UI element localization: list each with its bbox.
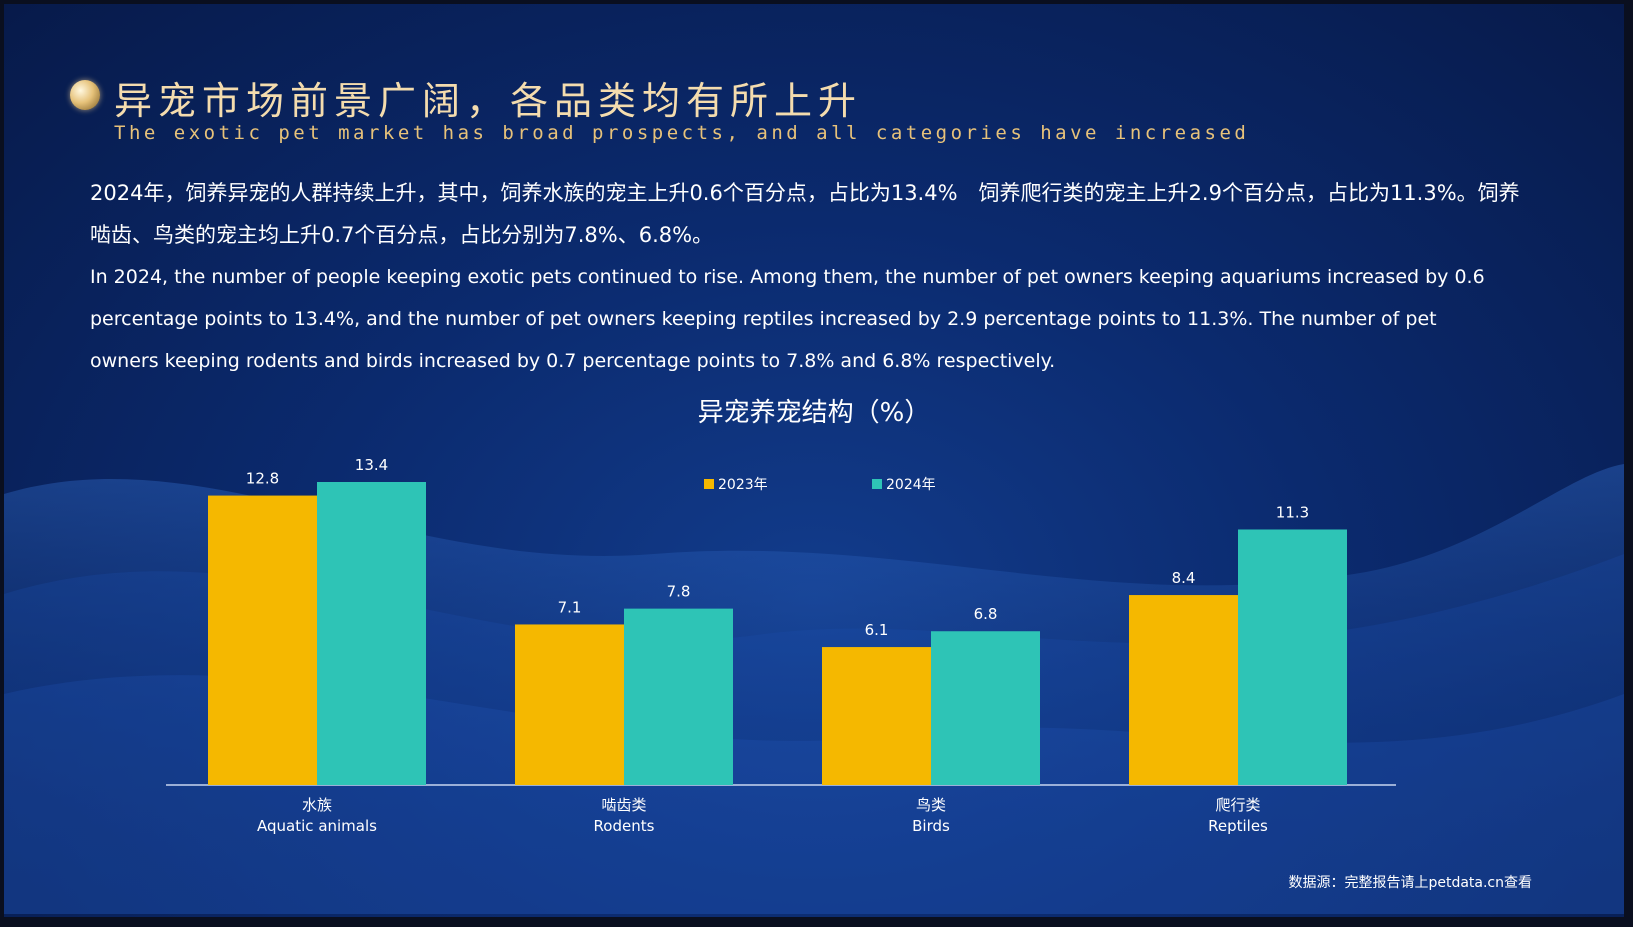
data-source-note: 数据源：完整报告请上petdata.cn查看 (1288, 875, 1532, 891)
bar-2023-2 (822, 647, 931, 785)
bar-2024-1 (624, 608, 733, 785)
legend-item-2023: 2023年 (704, 474, 768, 494)
legend-swatch-2024 (872, 479, 882, 489)
bar-2024-3 (1238, 529, 1347, 785)
bar-chart: 12.8 13.4 水族 Aquatic animals 7.1 7.8 啮齿类 Rodent… (166, 456, 1396, 835)
legend-label-2024: 2024年 (886, 477, 936, 493)
category-label-en: Reptiles (1208, 817, 1268, 835)
data-label: 6.1 (865, 621, 889, 639)
legend-label-2023: 2023年 (718, 477, 768, 493)
category-label-en: Birds (912, 817, 950, 835)
summary-paragraph-en: In 2024, the number of people keeping ex… (90, 266, 1485, 372)
bar-2023-0 (208, 495, 317, 785)
legend-swatch-2023 (704, 479, 714, 489)
bar-2023-1 (515, 624, 624, 785)
bar-2024-0 (317, 482, 426, 785)
chart-title: 异宠养宠结构（%） (697, 398, 931, 428)
data-label: 8.4 (1172, 569, 1196, 587)
legend-item-2024: 2024年 (872, 474, 936, 494)
page-subtitle: The exotic pet market has broad prospect… (114, 122, 1250, 144)
category-label-cn: 啮齿类 (601, 796, 646, 814)
data-label: 12.8 (246, 470, 279, 488)
category-label-cn: 爬行类 (1215, 796, 1260, 814)
page-title: 异宠市场前景广阔，各品类均有所上升 (114, 79, 863, 123)
category-label-en: Aquatic animals (257, 817, 377, 835)
data-label: 7.1 (558, 598, 582, 616)
title-bullet-icon (70, 80, 100, 110)
data-label: 7.8 (667, 583, 691, 601)
category-label-cn: 水族 (302, 796, 332, 814)
slide: 异宠市场前景广阔，各品类均有所上升 The exotic pet market … (4, 4, 1624, 917)
data-label: 6.8 (974, 605, 998, 623)
data-label: 11.3 (1276, 503, 1309, 521)
category-label-cn: 鸟类 (916, 796, 946, 814)
bar-2024-2 (931, 631, 1040, 785)
category-label-en: Rodents (594, 817, 655, 835)
summary-paragraph-cn: 2024年，饲养异宠的人群持续上升，其中，饲养水族的宠主上升0.6个百分点，占比… (90, 181, 1520, 247)
data-label: 13.4 (355, 456, 388, 474)
bar-2023-3 (1129, 595, 1238, 785)
